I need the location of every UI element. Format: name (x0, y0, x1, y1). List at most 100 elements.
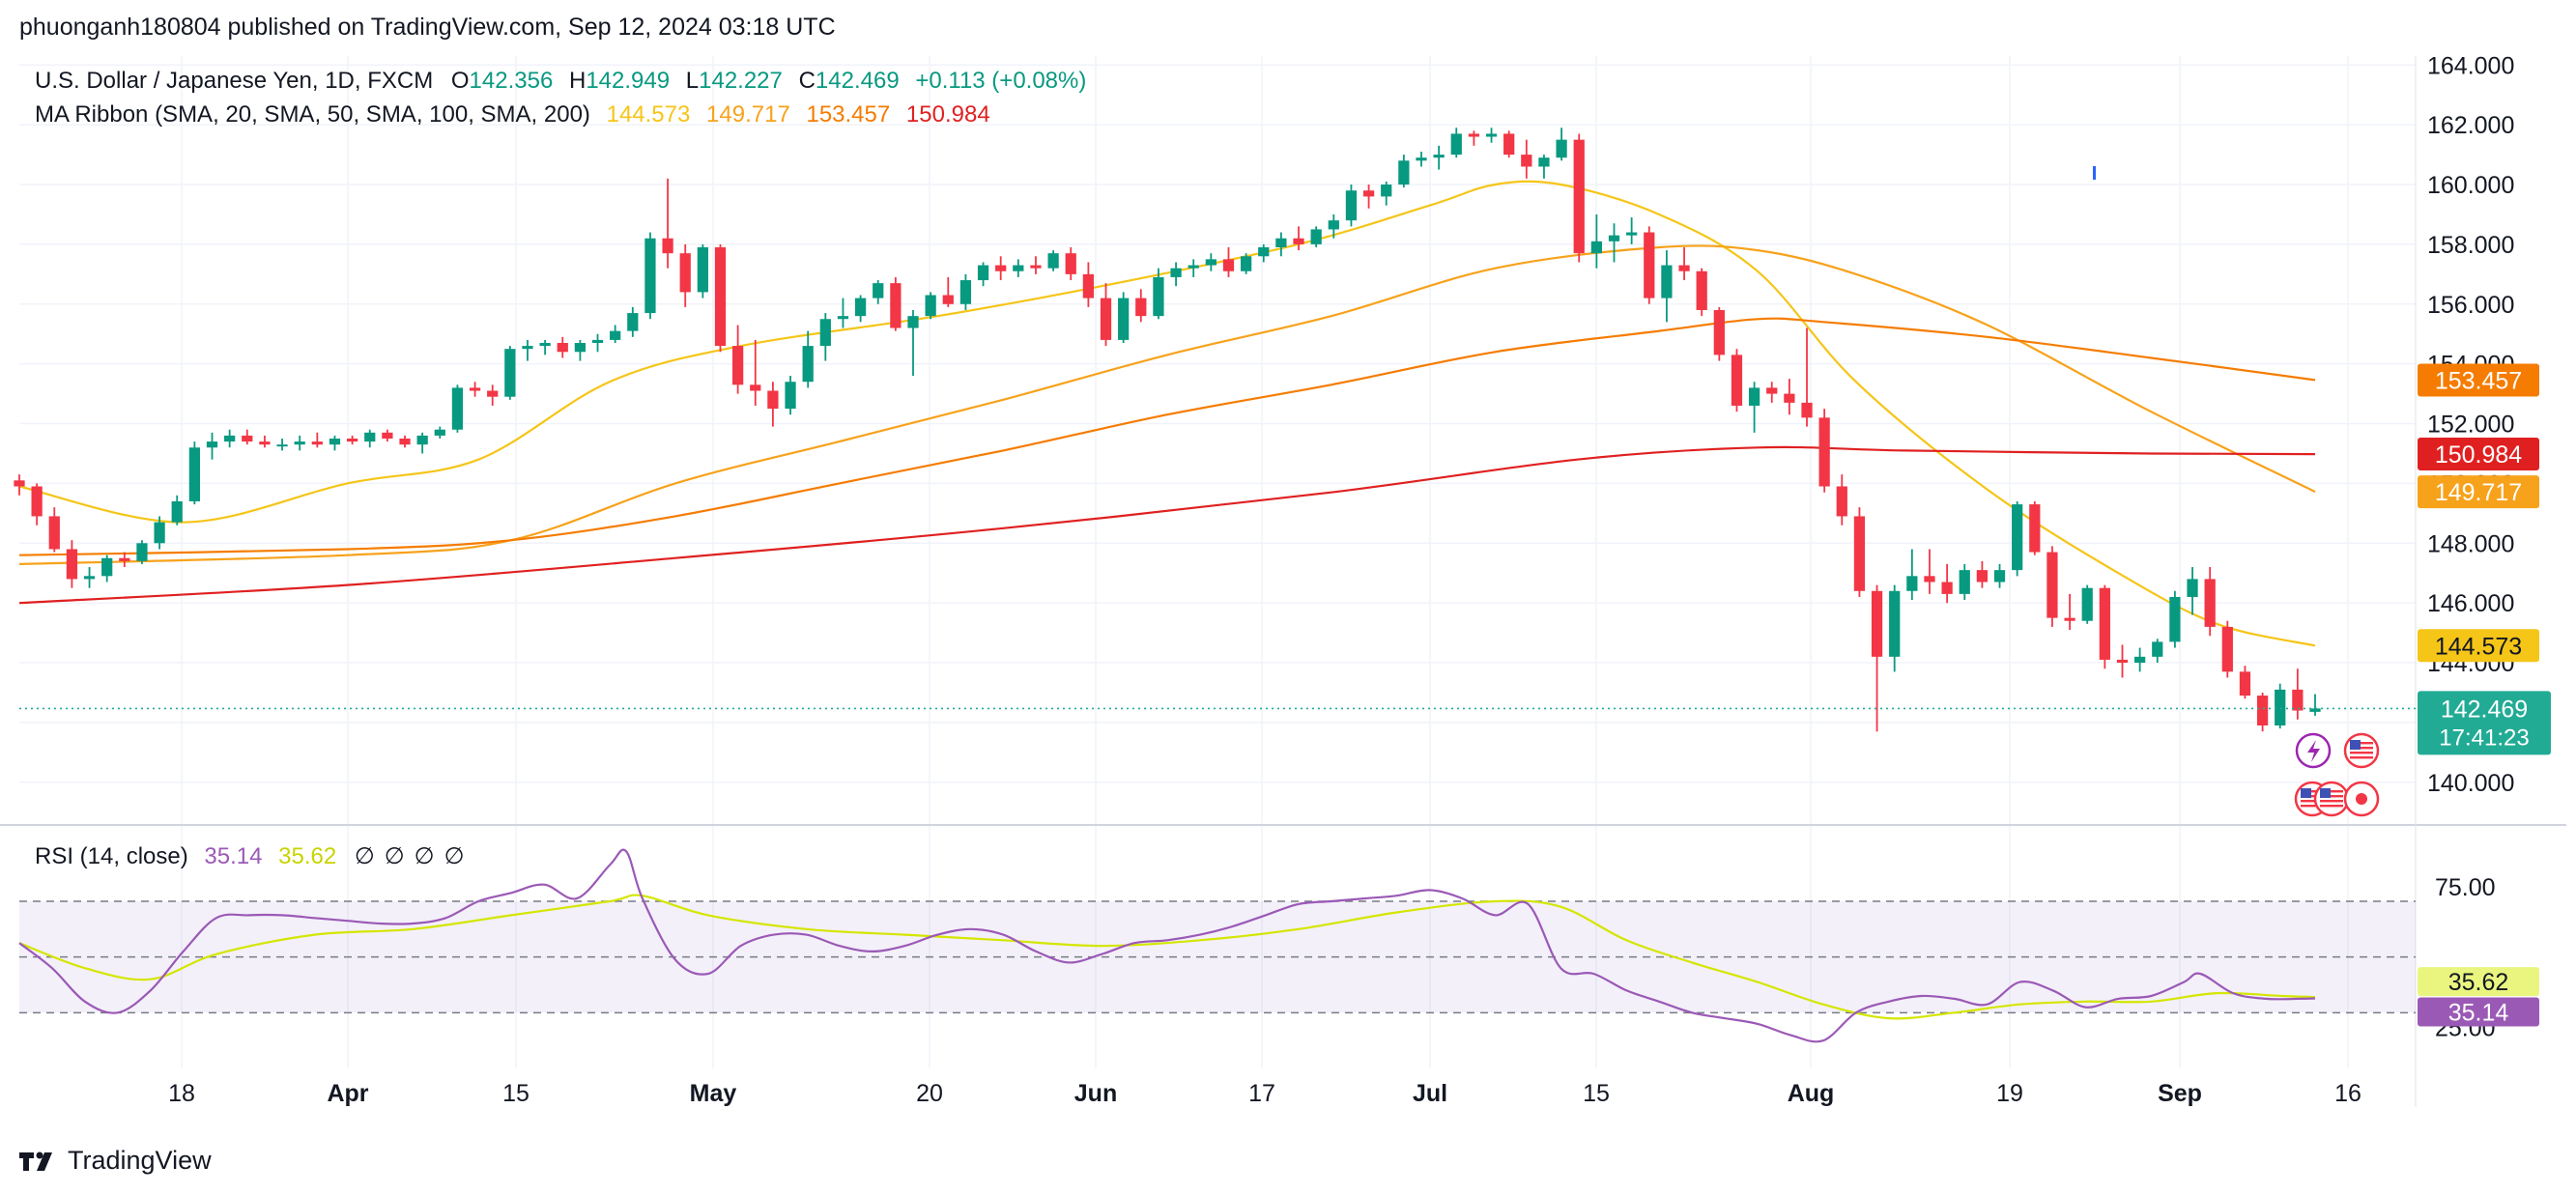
small-blue-marker (2093, 166, 2096, 180)
candle-body (83, 576, 96, 580)
ma-ribbon-legend[interactable]: MA Ribbon (SMA, 20, SMA, 50, SMA, 100, S… (35, 101, 990, 128)
lightning-bolt (2307, 740, 2320, 762)
candle-body (1293, 238, 1304, 244)
rsi-line (18, 848, 2316, 1043)
candle-body (1748, 387, 1760, 406)
us-flag-icon (2313, 781, 2350, 817)
candle-body (1135, 298, 1147, 317)
candle-body (1644, 232, 1655, 298)
event-markers[interactable] (2093, 166, 2380, 817)
countdown-text: 17:41:23 (2439, 725, 2529, 751)
ma50-value: 149.717 (706, 101, 790, 128)
candle-body (2081, 587, 2093, 621)
flag-stripe (2350, 747, 2373, 750)
last-price-bg (2418, 691, 2551, 755)
rsi-axis-label: 35.14 (2418, 997, 2539, 1027)
time-tick-label: Jul (1413, 1080, 1447, 1107)
time-tick-label: 19 (1996, 1080, 2023, 1107)
ma200-value: 150.984 (905, 101, 990, 128)
candle-body (1818, 417, 1830, 487)
ma-line-sma-100 (18, 317, 2316, 556)
rsi-ma-axis-label-bg (2418, 967, 2539, 997)
candle-body (750, 384, 761, 391)
candle-body (31, 486, 43, 517)
flag-stripe (2301, 800, 2324, 803)
candle-body (1205, 259, 1216, 266)
time-tick-label: 18 (168, 1080, 195, 1107)
candle-body (1503, 133, 1515, 156)
ma-price-label-bg (2418, 363, 2539, 397)
time-tick-label: 17 (1248, 1080, 1275, 1107)
flag-canton (2320, 788, 2331, 798)
candle-body (1556, 139, 1567, 158)
rsi-ma-line (18, 894, 2316, 1020)
candle-body (136, 543, 148, 561)
candle-body (714, 247, 727, 347)
candle-body (644, 238, 656, 314)
candle-body (785, 382, 796, 410)
candle-body (837, 316, 849, 320)
empty-value-glyph: ∅ (414, 843, 435, 869)
candle-body (819, 319, 831, 347)
candle-body (662, 238, 673, 254)
candle-body (1521, 155, 1532, 167)
open-label: O (450, 68, 470, 94)
candle-body (1240, 256, 1252, 271)
candle-body (1959, 570, 1970, 594)
candle-body (2064, 617, 2075, 621)
record-event-marker (2343, 781, 2380, 817)
price-tick-label: 164.000 (2427, 52, 2514, 79)
candle-body (873, 283, 884, 298)
candle-body (1836, 486, 1847, 517)
candle-body (1941, 582, 1953, 594)
price-tick-label: 156.000 (2427, 292, 2514, 319)
candle-body (1258, 247, 1270, 257)
candle-body (399, 439, 411, 445)
ma20-value: 144.573 (606, 101, 691, 128)
candle-body (1766, 387, 1778, 394)
ma-price-label-text: 153.457 (2435, 367, 2522, 394)
gridlines (0, 56, 2566, 1107)
flag-stripe (2350, 756, 2373, 759)
candle-body (1275, 238, 1287, 247)
low-value: 142.227 (699, 68, 783, 94)
ma-price-label: 149.717 (2418, 475, 2539, 509)
ma-price-label-bg (2418, 437, 2539, 470)
us-event-marker[interactable] (2343, 732, 2380, 769)
candle-body (276, 444, 288, 447)
price-tick-label: 148.000 (2427, 530, 2514, 557)
publish-line: phuonganh180804 published on TradingView… (19, 14, 836, 41)
candle-body (1222, 259, 1235, 271)
candle-body (1661, 265, 1673, 298)
candle-body (311, 441, 323, 445)
rsi-legend[interactable]: RSI (14, close) 35.14 35.62 ∅ ∅ ∅ ∅ (35, 842, 473, 870)
ma-price-label-text: 150.984 (2435, 441, 2522, 469)
candle-body (522, 346, 533, 350)
record-dot (2356, 793, 2367, 805)
candle-body (171, 500, 183, 523)
footer[interactable]: TradingView (19, 1146, 212, 1176)
main-series-legend[interactable]: U.S. Dollar / Japanese Yen, 1D, FXCM O14… (35, 68, 1086, 95)
time-tick-label: 15 (1583, 1080, 1610, 1107)
axis-value-labels: 153.457 150.984 149.717 144.573 142.46917:41… (2418, 363, 2551, 1027)
flag-stripe (2301, 805, 2324, 808)
flag-stripe (2320, 805, 2343, 808)
candle-body (2046, 552, 2058, 618)
time-axis[interactable]: 18 Apr 15 May 20 Jun 17 Jul 15 Aug 19 Sep 16 (168, 1080, 2361, 1107)
candle-body (2012, 504, 2023, 571)
time-tick-label: 16 (2334, 1080, 2361, 1107)
flag-stripe (2350, 742, 2373, 745)
candle-body (1310, 229, 1322, 244)
candle-body (2134, 656, 2146, 664)
us-event-marker[interactable] (2313, 781, 2350, 817)
candlestick-series (14, 128, 2321, 732)
price-axis[interactable]: 140.000142.000144.000146.000148.000150.0… (2427, 52, 2514, 1041)
ma-price-label-text: 144.573 (2435, 633, 2522, 660)
candle-body (1362, 190, 1375, 197)
candle-body (1573, 139, 1585, 254)
lightning-event-marker (2295, 732, 2332, 769)
candle-body (1433, 155, 1445, 158)
candle-body (1065, 253, 1076, 274)
ma-line-sma-200 (18, 445, 2316, 605)
price-tick-label: 160.000 (2427, 172, 2514, 199)
